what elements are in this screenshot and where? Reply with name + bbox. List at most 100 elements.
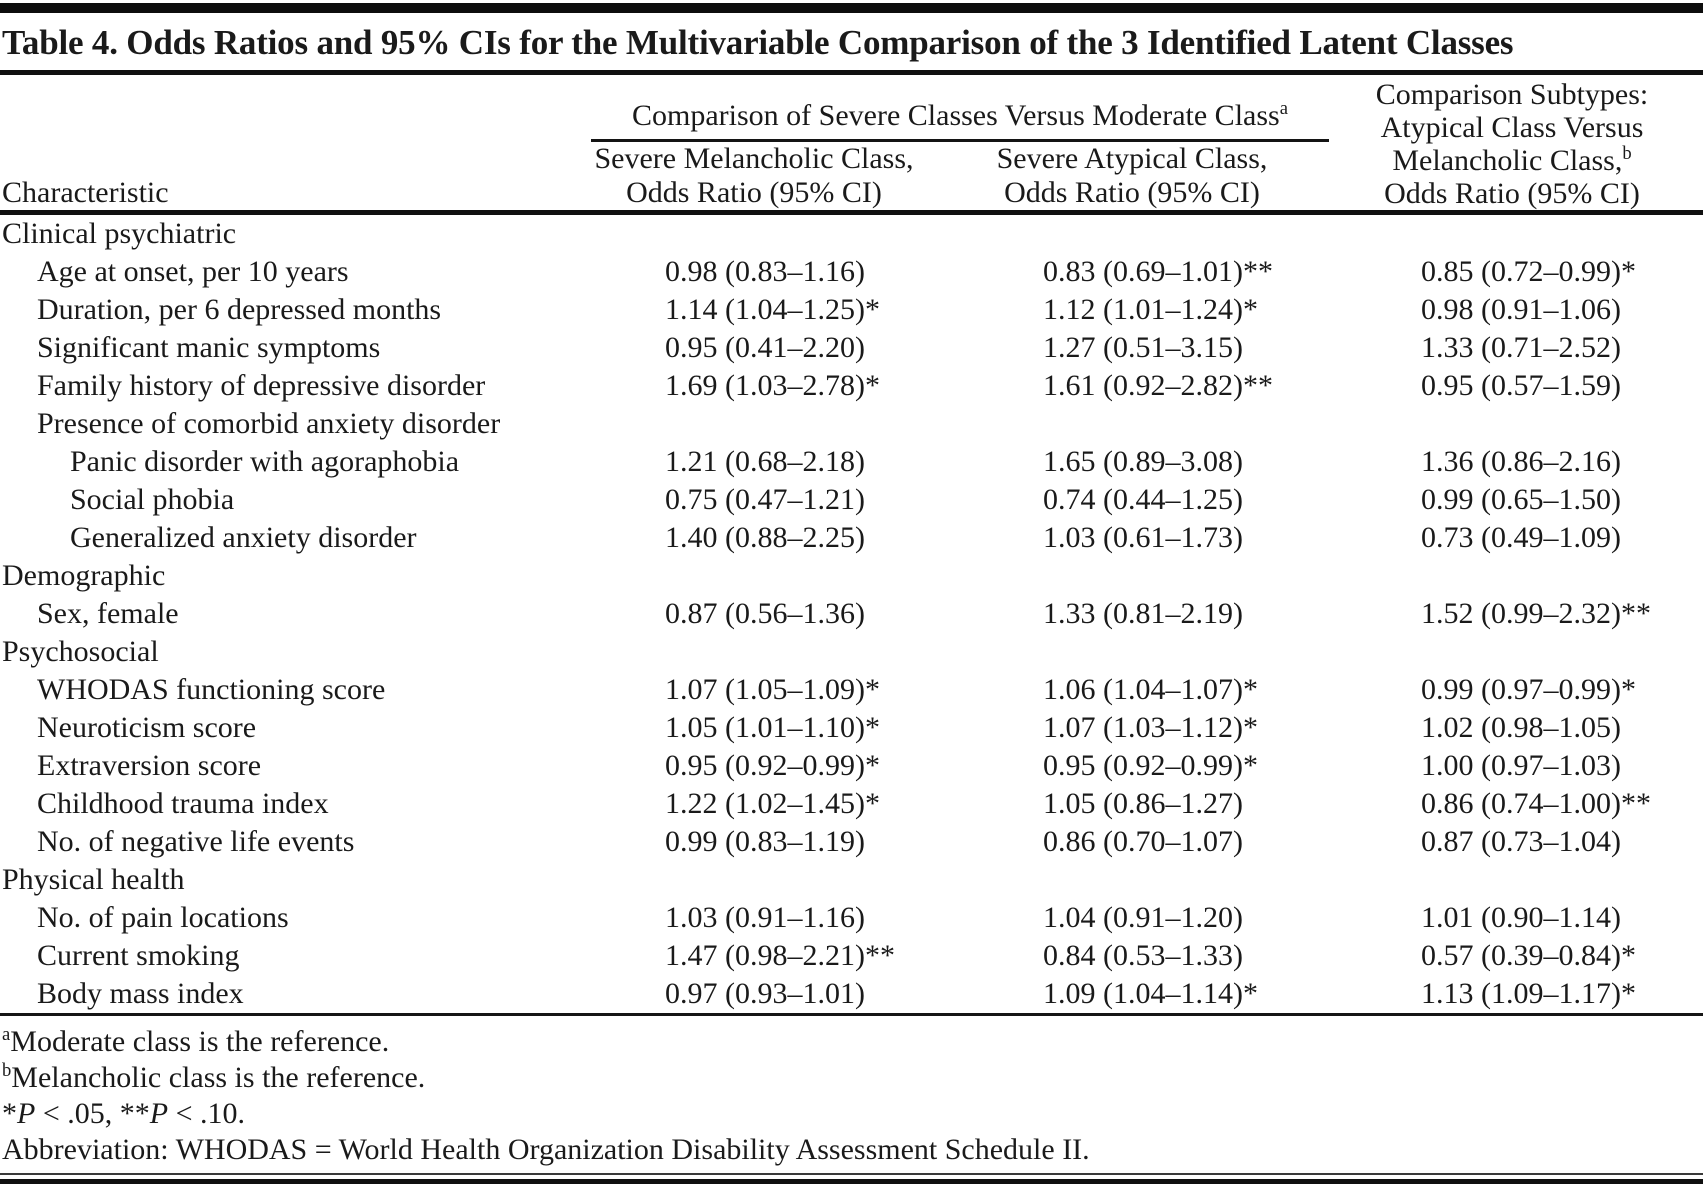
odds-ratio-cell: 1.03 (0.91–1.16): [665, 901, 865, 934]
table-header: Characteristic Comparison of Severe Clas…: [0, 75, 1703, 210]
table-row: Social phobia 0.75 (0.47–1.21) 0.74 (0.44–…: [0, 481, 1703, 519]
table-bottom-border: [0, 1173, 1703, 1184]
row-label: Age at onset, per 10 years: [37, 255, 349, 288]
row-label: Generalized anxiety disorder: [70, 521, 417, 554]
odds-ratio-cell: 0.86 (0.74–1.00)**: [1421, 787, 1651, 820]
column-header-atypical-line1: Severe Atypical Class,: [996, 142, 1268, 175]
row-label: Neuroticism score: [37, 711, 257, 744]
odds-ratio-cell: 1.14 (1.04–1.25)*: [665, 293, 880, 326]
column-header-melancholic: Severe Melancholic Class, Odds Ratio (95…: [565, 142, 943, 216]
table-row: No. of negative life events 0.99 (0.83–1.…: [0, 823, 1703, 861]
table-row: Age at onset, per 10 years 0.98 (0.83–1.1…: [0, 253, 1703, 291]
odds-ratio-cell: 1.22 (1.02–1.45)*: [665, 787, 880, 820]
table-row: Duration, per 6 depressed months 1.14 (1.…: [0, 291, 1703, 329]
row-label: No. of negative life events: [37, 825, 355, 858]
odds-ratio-cell: 1.27 (0.51–3.15): [1043, 331, 1243, 364]
column-header-atypical-line2: Odds Ratio (95% CI): [1004, 176, 1260, 209]
odds-ratio-cell: 1.12 (1.01–1.24)*: [1043, 293, 1258, 326]
footnote-text: Moderate class is the reference.: [10, 1025, 390, 1058]
odds-ratio-cell: 1.69 (1.03–2.78)*: [665, 369, 880, 402]
table-row: Extraversion score 0.95 (0.92–0.99)* 0.95 …: [0, 747, 1703, 785]
odds-ratio-cell: 1.65 (0.89–3.08): [1043, 445, 1243, 478]
odds-ratio-cell: 0.75 (0.47–1.21): [665, 483, 865, 516]
footnote-marker-b: b: [1622, 143, 1632, 164]
table-row: Childhood trauma index 1.22 (1.02–1.45)* 1…: [0, 785, 1703, 823]
table-row: Clinical psychiatric: [0, 215, 1703, 253]
table-top-border: [0, 3, 1703, 13]
odds-ratio-cell: 1.52 (0.99–2.32)**: [1421, 597, 1651, 630]
odds-ratio-cell: 0.85 (0.72–0.99)*: [1421, 255, 1636, 288]
row-label: Physical health: [2, 863, 185, 896]
table-title: Table 4. Odds Ratios and 95% CIs for the…: [2, 23, 1514, 62]
table-footnotes: aModerate class is the reference. bMelanc…: [0, 1016, 1703, 1170]
odds-ratio-cell: 0.97 (0.93–1.01): [665, 977, 865, 1010]
column-header-subtypes-line2: Atypical Class Versus: [1380, 111, 1644, 144]
column-header-subtypes-line4: Odds Ratio (95% CI): [1384, 177, 1640, 210]
odds-ratio-cell: 1.04 (0.91–1.20): [1043, 901, 1243, 934]
footnote-text: < .05, **: [35, 1097, 150, 1130]
odds-ratio-cell: 0.84 (0.53–1.33): [1043, 939, 1243, 972]
odds-ratio-cell: 0.95 (0.92–0.99)*: [1043, 749, 1258, 782]
row-label: Duration, per 6 depressed months: [37, 293, 442, 326]
column-header-subtypes-line1: Comparison Subtypes:: [1375, 78, 1649, 111]
body-rule: [0, 1013, 1703, 1016]
row-label: Extraversion score: [37, 749, 262, 782]
odds-ratio-cell: 0.74 (0.44–1.25): [1043, 483, 1243, 516]
table-row: Sex, female 0.87 (0.56–1.36) 1.33 (0.81–2.…: [0, 595, 1703, 633]
column-header-melancholic-line1: Severe Melancholic Class,: [594, 142, 914, 175]
row-label: Psychosocial: [2, 635, 159, 668]
row-label: Sex, female: [37, 597, 179, 630]
table-row: Presence of comorbid anxiety disorder: [0, 405, 1703, 443]
table-row: Generalized anxiety disorder 1.40 (0.88–2…: [0, 519, 1703, 557]
header-rule: [0, 210, 1703, 215]
odds-ratio-cell: 1.01 (0.90–1.14): [1421, 901, 1621, 934]
row-label: Presence of comorbid anxiety disorder: [37, 407, 501, 440]
footnote-text: P: [149, 1097, 169, 1130]
footnote-text: Melancholic class is the reference.: [11, 1061, 426, 1094]
odds-ratio-cell: 1.47 (0.98–2.21)**: [665, 939, 895, 972]
odds-ratio-cell: 0.87 (0.73–1.04): [1421, 825, 1621, 858]
row-label: Family history of depressive disorder: [37, 369, 486, 402]
table-row: Current smoking 1.47 (0.98–2.21)** 0.84 (0…: [0, 937, 1703, 975]
table-row: Panic disorder with agoraphobia 1.21 (0.6…: [0, 443, 1703, 481]
odds-ratio-cell: 1.33 (0.81–2.19): [1043, 597, 1243, 630]
odds-ratio-cell: 1.06 (1.04–1.07)*: [1043, 673, 1258, 706]
table-row: Psychosocial: [0, 633, 1703, 671]
odds-ratio-cell: 0.95 (0.57–1.59): [1421, 369, 1621, 402]
odds-ratio-cell: 0.95 (0.92–0.99)*: [665, 749, 880, 782]
footnote: aModerate class is the reference.: [2, 1024, 1699, 1060]
column-header-subtypes-line3: Melancholic Class,b: [1321, 144, 1703, 177]
row-label: Panic disorder with agoraphobia: [70, 445, 460, 478]
odds-ratio-cell: 0.86 (0.70–1.07): [1043, 825, 1243, 858]
odds-ratio-cell: 1.07 (1.03–1.12)*: [1043, 711, 1258, 744]
footnote-text: Abbreviation: WHODAS = World Health Orga…: [2, 1133, 1090, 1166]
odds-ratio-cell: 1.13 (1.09–1.17)*: [1421, 977, 1636, 1010]
column-header-subtypes-line3-text: Melancholic Class,: [1392, 144, 1623, 177]
row-label: Current smoking: [37, 939, 240, 972]
footnote-marker-a: a: [1279, 98, 1288, 119]
footnote-marker: b: [2, 1060, 12, 1081]
odds-ratio-cell: 1.09 (1.04–1.14)*: [1043, 977, 1258, 1010]
footnote: Abbreviation: WHODAS = World Health Orga…: [2, 1132, 1699, 1168]
footnote-marker: a: [2, 1024, 11, 1045]
table-row: Family history of depressive disorder 1.6…: [0, 367, 1703, 405]
table-row: Significant manic symptoms 0.95 (0.41–2.2…: [0, 329, 1703, 367]
row-label: Clinical psychiatric: [2, 217, 237, 250]
spanner-header-text: Comparison of Severe Classes Versus Mode…: [632, 99, 1280, 132]
odds-ratio-cell: 1.36 (0.86–2.16): [1421, 445, 1621, 478]
odds-ratio-cell: 0.87 (0.56–1.36): [665, 597, 865, 630]
odds-ratio-cell: 1.40 (0.88–2.25): [665, 521, 865, 554]
odds-ratio-cell: 0.99 (0.65–1.50): [1421, 483, 1621, 516]
odds-ratio-cell: 1.03 (0.61–1.73): [1043, 521, 1243, 554]
row-label: No. of pain locations: [37, 901, 289, 934]
odds-ratio-cell: 1.61 (0.92–2.82)**: [1043, 369, 1273, 402]
odds-ratio-cell: 0.98 (0.91–1.06): [1421, 293, 1621, 326]
row-label: Significant manic symptoms: [37, 331, 381, 364]
table-row: Neuroticism score 1.05 (1.01–1.10)* 1.07 (…: [0, 709, 1703, 747]
bottom-rule-thin: [0, 1173, 1703, 1175]
column-header-atypical: Severe Atypical Class, Odds Ratio (95% C…: [943, 142, 1321, 216]
odds-ratio-cell: 1.05 (1.01–1.10)*: [665, 711, 880, 744]
odds-ratio-cell: 1.05 (0.86–1.27): [1043, 787, 1243, 820]
odds-ratio-cell: 1.00 (0.97–1.03): [1421, 749, 1621, 782]
